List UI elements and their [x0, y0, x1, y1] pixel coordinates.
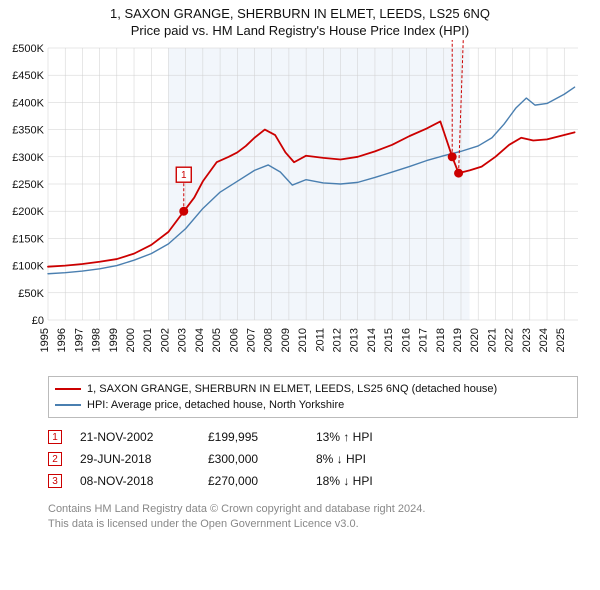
svg-text:£150K: £150K: [12, 233, 44, 245]
svg-text:1999: 1999: [108, 328, 120, 352]
svg-text:2009: 2009: [280, 328, 292, 352]
chart-titles: 1, SAXON GRANGE, SHERBURN IN ELMET, LEED…: [0, 0, 600, 40]
svg-text:2025: 2025: [555, 328, 567, 352]
svg-text:2011: 2011: [314, 328, 326, 352]
table-row: 3 08-NOV-2018 £270,000 18% ↓ HPI: [48, 470, 578, 492]
svg-text:2000: 2000: [125, 328, 137, 352]
svg-text:2004: 2004: [194, 328, 206, 352]
legend-swatch-hpi: [55, 404, 81, 406]
sale-price: £300,000: [208, 452, 298, 466]
sale-price: £270,000: [208, 474, 298, 488]
svg-text:£350K: £350K: [12, 125, 44, 137]
table-row: 1 21-NOV-2002 £199,995 13% ↑ HPI: [48, 426, 578, 448]
title-sub: Price paid vs. HM Land Registry's House …: [0, 23, 600, 38]
svg-text:£400K: £400K: [12, 97, 44, 109]
svg-text:2019: 2019: [452, 328, 464, 352]
title-main: 1, SAXON GRANGE, SHERBURN IN ELMET, LEED…: [0, 6, 600, 21]
attribution-line1: Contains HM Land Registry data © Crown c…: [48, 502, 578, 517]
svg-text:£200K: £200K: [12, 206, 44, 218]
svg-text:£250K: £250K: [12, 179, 44, 191]
sale-delta: 8% ↓ HPI: [316, 452, 426, 466]
svg-text:1996: 1996: [56, 328, 68, 352]
svg-text:2002: 2002: [159, 328, 171, 352]
svg-text:£50K: £50K: [18, 288, 44, 300]
svg-text:£500K: £500K: [12, 43, 44, 55]
svg-text:1997: 1997: [73, 328, 85, 352]
legend-swatch-property: [55, 388, 81, 390]
svg-text:2003: 2003: [177, 328, 189, 352]
svg-text:2023: 2023: [521, 328, 533, 352]
svg-text:£300K: £300K: [12, 152, 44, 164]
svg-text:2014: 2014: [366, 328, 378, 352]
svg-text:2015: 2015: [383, 328, 395, 352]
svg-text:2006: 2006: [228, 328, 240, 352]
attribution: Contains HM Land Registry data © Crown c…: [48, 502, 578, 532]
svg-text:2012: 2012: [332, 328, 344, 352]
sale-marker-icon: 2: [48, 452, 62, 466]
legend-label-hpi: HPI: Average price, detached house, Nort…: [87, 399, 344, 411]
sale-date: 08-NOV-2018: [80, 474, 190, 488]
svg-text:2016: 2016: [400, 328, 412, 352]
legend: 1, SAXON GRANGE, SHERBURN IN ELMET, LEED…: [48, 376, 578, 418]
svg-text:£0: £0: [32, 315, 44, 327]
svg-text:2020: 2020: [469, 328, 481, 352]
page: 1, SAXON GRANGE, SHERBURN IN ELMET, LEED…: [0, 0, 600, 532]
svg-text:£450K: £450K: [12, 70, 44, 82]
svg-text:2008: 2008: [263, 328, 275, 352]
svg-text:2001: 2001: [142, 328, 154, 352]
sale-delta: 13% ↑ HPI: [316, 430, 426, 444]
price-chart: £0 £50K £100K £150K £200K £250K £300K £350K £400…: [0, 40, 600, 370]
svg-text:2013: 2013: [349, 328, 361, 352]
sales-table: 1 21-NOV-2002 £199,995 13% ↑ HPI 2 29-JU…: [48, 426, 578, 492]
sale-price: £199,995: [208, 430, 298, 444]
svg-text:2007: 2007: [245, 328, 257, 352]
svg-text:2010: 2010: [297, 328, 309, 352]
svg-text:2021: 2021: [486, 328, 498, 352]
svg-text:1995: 1995: [39, 328, 51, 352]
sale-date: 29-JUN-2018: [80, 452, 190, 466]
svg-text:2018: 2018: [435, 328, 447, 352]
sale-marker-icon: 3: [48, 474, 62, 488]
svg-text:£100K: £100K: [12, 261, 44, 273]
svg-text:2005: 2005: [211, 328, 223, 352]
svg-text:2024: 2024: [538, 328, 550, 352]
table-row: 2 29-JUN-2018 £300,000 8% ↓ HPI: [48, 448, 578, 470]
svg-text:1998: 1998: [91, 328, 103, 352]
svg-text:2017: 2017: [418, 328, 430, 352]
attribution-line2: This data is licensed under the Open Gov…: [48, 517, 578, 532]
svg-text:1: 1: [181, 170, 187, 181]
legend-label-property: 1, SAXON GRANGE, SHERBURN IN ELMET, LEED…: [87, 383, 497, 395]
svg-text:2022: 2022: [504, 328, 516, 352]
sale-date: 21-NOV-2002: [80, 430, 190, 444]
sale-delta: 18% ↓ HPI: [316, 474, 426, 488]
sale-marker-icon: 1: [48, 430, 62, 444]
